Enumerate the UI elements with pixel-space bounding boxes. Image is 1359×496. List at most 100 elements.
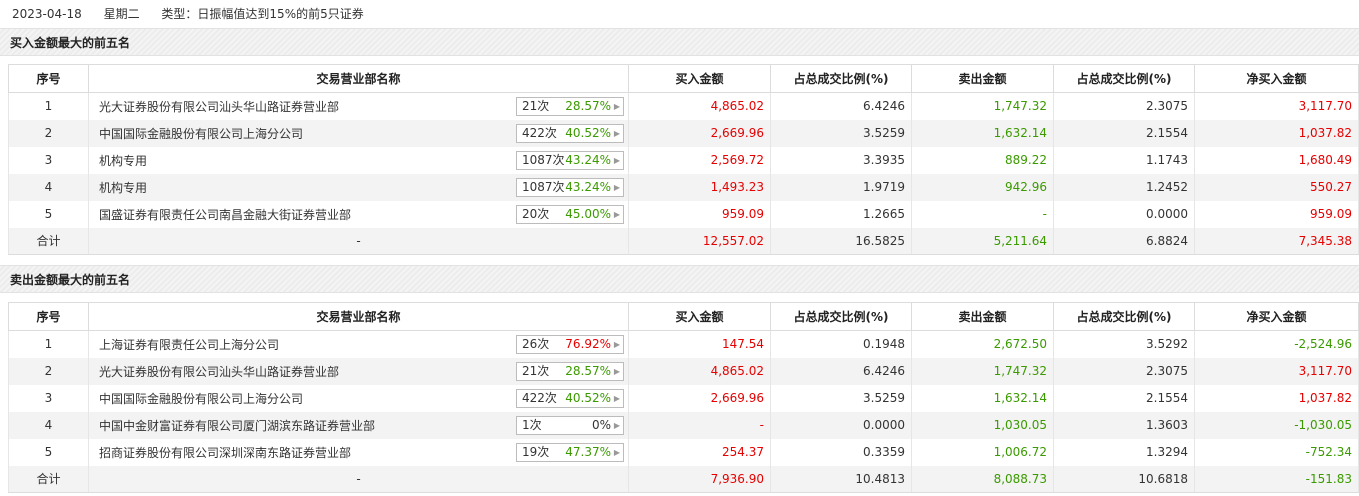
win-rate: 43.24% (565, 152, 611, 167)
department-name-link[interactable]: 光大证券股份有限公司汕头华山路证券营业部 (99, 99, 340, 114)
department-name-link[interactable]: 光大证券股份有限公司汕头华山路证券营业部 (99, 364, 340, 379)
table-row: 2 中国国际金融股份有限公司上海分公司 422次 40.52% ▶ 2,669.96 3.5… (8, 119, 1359, 147)
chevron-right-icon: ▶ (613, 447, 620, 457)
sell-ratio: 1.1743 (1053, 146, 1195, 174)
win-rate: 40.52% (565, 390, 611, 405)
table-row: 4 中国中金财富证券有限公司厦门湖滨东路证券营业部 1次 0% ▶ -0.0000 1,03… (8, 411, 1359, 439)
row-index: 3 (8, 384, 89, 412)
total-row: 合计 -7,936.90 10.4813 8,088.73 10.6818 -151.83 (8, 465, 1359, 493)
buy-ratio: 6.4246 (770, 357, 912, 385)
table-row: 3 中国国际金融股份有限公司上海分公司 422次 40.52% ▶ 2,669.96 3.5… (8, 384, 1359, 412)
col-header-sell-amount[interactable]: 卖出金额 (911, 64, 1054, 93)
row-index: 2 (8, 357, 89, 385)
department-cell: 中国国际金融股份有限公司上海分公司 422次 40.52% ▶ (88, 119, 629, 147)
appearance-count: 19次 (522, 444, 550, 459)
total-department: - (88, 465, 629, 493)
net-buy-amount: 3,117.70 (1194, 357, 1359, 385)
department-name-link[interactable]: 机构专用 (99, 153, 148, 168)
win-rate: 43.24% (565, 179, 611, 194)
col-header-buy-ratio[interactable]: 占总成交比例(%) (770, 64, 912, 93)
col-header-department[interactable]: 交易营业部名称 (88, 302, 629, 331)
col-header-sell-amount[interactable]: 卖出金额 (911, 302, 1054, 331)
total-label: 合计 (8, 227, 89, 255)
win-rate: 0% (591, 417, 611, 432)
department-stat-button[interactable]: 1087次 43.24% ▶ (516, 150, 624, 170)
net-buy-amount: 3,117.70 (1194, 92, 1359, 120)
department-cell: 中国中金财富证券有限公司厦门湖滨东路证券营业部 1次 0% ▶ (88, 411, 629, 439)
total-buy-amount: 7,936.90 (628, 465, 771, 493)
col-header-net-buy[interactable]: 净买入金额 (1194, 302, 1359, 331)
row-index: 1 (8, 330, 89, 358)
buy-amount: 4,865.02 (628, 92, 771, 120)
department-stat-button[interactable]: 21次 28.57% ▶ (516, 97, 624, 116)
department-name-link[interactable]: 中国中金财富证券有限公司厦门湖滨东路证券营业部 (99, 418, 376, 433)
department-stat-button[interactable]: 422次 40.52% ▶ (516, 388, 624, 408)
chevron-right-icon: ▶ (613, 102, 620, 111)
department-name-link[interactable]: 上海证券有限责任公司上海分公司 (99, 337, 280, 352)
table-row: 4 机构专用 1087次 43.24% ▶ 1,493.23 1.9719 942.96 1.2… (8, 173, 1359, 201)
department-stat-button[interactable]: 1087次 43.24% ▶ (516, 177, 624, 197)
department-name-link[interactable]: 国盛证券有限责任公司南昌金融大街证券营业部 (99, 207, 352, 222)
table-row: 3 机构专用 1087次 43.24% ▶ 2,569.72 3.3935 889.22 1.1… (8, 146, 1359, 174)
sell-amount: 1,747.32 (911, 92, 1054, 120)
sell-ratio: 2.3075 (1053, 357, 1195, 385)
chevron-right-icon: ▶ (613, 420, 620, 430)
chevron-right-icon: ▶ (613, 393, 620, 403)
sell-amount: 889.22 (911, 146, 1054, 174)
total-row: 合计 -12,557.02 16.5825 5,211.64 6.8824 7,345.3… (8, 227, 1359, 255)
sell-ratio: 1.2452 (1053, 173, 1195, 201)
sell-amount: 1,632.14 (911, 384, 1054, 412)
net-buy-amount: 1,037.82 (1194, 384, 1359, 412)
buy-ratio: 6.4246 (770, 92, 912, 120)
win-rate: 47.37% (565, 444, 611, 459)
info-bar: 2023-04-18 星期二 类型：日振幅值达到15%的前5只证券 (0, 0, 1359, 28)
department-stat-button[interactable]: 1次 0% ▶ (516, 415, 624, 435)
department-stat-button[interactable]: 21次 28.57% ▶ (516, 361, 624, 381)
department-name-link[interactable]: 机构专用 (99, 180, 148, 195)
department-name-link[interactable]: 招商证券股份有限公司深圳深南东路证券营业部 (99, 445, 352, 460)
appearance-count: 20次 (522, 206, 550, 221)
table-header-row: 序号 交易营业部名称 买入金额 占总成交比例(%) 卖出金额 占总成交比例(%)… (8, 302, 1359, 331)
buy-amount: 2,669.96 (628, 119, 771, 147)
department-stat-button[interactable]: 26次 76.92% ▶ (516, 335, 624, 354)
col-header-index[interactable]: 序号 (8, 302, 89, 331)
chevron-right-icon: ▶ (613, 128, 620, 138)
appearance-count: 21次 (522, 99, 550, 113)
win-rate: 28.57% (565, 99, 611, 113)
appearance-count: 422次 (522, 390, 557, 405)
total-buy-amount: 12,557.02 (628, 227, 771, 255)
buy-top5-table: 序号 交易营业部名称 买入金额 占总成交比例(%) 卖出金额 占总成交比例(%)… (8, 64, 1359, 255)
sell-amount: 1,030.05 (911, 411, 1054, 439)
col-header-sell-ratio[interactable]: 占总成交比例(%) (1053, 302, 1195, 331)
department-name-link[interactable]: 中国国际金融股份有限公司上海分公司 (99, 126, 304, 141)
net-buy-amount: -752.34 (1194, 438, 1359, 466)
department-stat-button[interactable]: 19次 47.37% ▶ (516, 442, 624, 462)
col-header-net-buy[interactable]: 净买入金额 (1194, 64, 1359, 93)
sell-section-title: 卖出金额最大的前五名 (0, 265, 1359, 293)
col-header-buy-amount[interactable]: 买入金额 (628, 302, 771, 331)
row-index: 5 (8, 438, 89, 466)
department-cell: 机构专用 1087次 43.24% ▶ (88, 173, 629, 201)
department-stat-button[interactable]: 20次 45.00% ▶ (516, 204, 624, 224)
win-rate: 45.00% (565, 206, 611, 221)
col-header-buy-ratio[interactable]: 占总成交比例(%) (770, 302, 912, 331)
row-index: 1 (8, 92, 89, 120)
col-header-department[interactable]: 交易营业部名称 (88, 64, 629, 93)
win-rate: 28.57% (565, 363, 611, 378)
buy-ratio: 1.9719 (770, 173, 912, 201)
chevron-right-icon: ▶ (613, 182, 620, 192)
table-row: 2 光大证券股份有限公司汕头华山路证券营业部 21次 28.57% ▶ 4,865.02 6… (8, 357, 1359, 385)
department-name-link[interactable]: 中国国际金融股份有限公司上海分公司 (99, 391, 304, 406)
total-sell-ratio: 10.6818 (1053, 465, 1195, 493)
table-row: 1 上海证券有限责任公司上海分公司 26次 76.92% ▶ 147.54 0.1948 2,… (8, 330, 1359, 358)
appearance-count: 26次 (522, 337, 550, 351)
sell-amount: 2,672.50 (911, 330, 1054, 358)
col-header-index[interactable]: 序号 (8, 64, 89, 93)
col-header-buy-amount[interactable]: 买入金额 (628, 64, 771, 93)
department-cell: 国盛证券有限责任公司南昌金融大街证券营业部 20次 45.00% ▶ (88, 200, 629, 228)
sell-ratio: 1.3294 (1053, 438, 1195, 466)
department-stat-button[interactable]: 422次 40.52% ▶ (516, 123, 624, 143)
col-header-sell-ratio[interactable]: 占总成交比例(%) (1053, 64, 1195, 93)
total-sell-amount: 8,088.73 (911, 465, 1054, 493)
chevron-right-icon: ▶ (613, 340, 620, 349)
